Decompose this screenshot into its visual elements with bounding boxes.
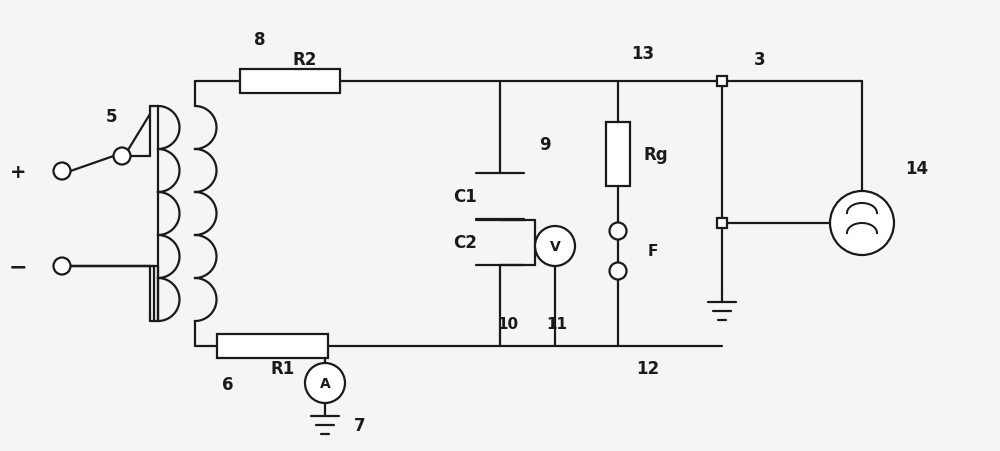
- Circle shape: [610, 223, 626, 240]
- Text: A: A: [320, 376, 330, 390]
- Circle shape: [830, 192, 894, 255]
- Text: 11: 11: [546, 317, 567, 332]
- Text: C1: C1: [453, 188, 477, 206]
- Text: 13: 13: [631, 45, 655, 63]
- Text: 8: 8: [254, 31, 266, 49]
- Circle shape: [54, 258, 70, 275]
- Circle shape: [610, 263, 626, 280]
- Bar: [240, 70, 340, 94]
- Text: F: F: [648, 244, 658, 259]
- Text: 9: 9: [539, 136, 551, 154]
- Circle shape: [535, 226, 575, 267]
- Bar: [717, 219, 727, 229]
- Text: 5: 5: [106, 108, 118, 126]
- Text: 6: 6: [222, 375, 233, 393]
- Text: 3: 3: [754, 51, 766, 69]
- Circle shape: [54, 163, 70, 180]
- Text: 7: 7: [354, 416, 366, 434]
- Text: 12: 12: [636, 359, 660, 377]
- Text: +: +: [10, 162, 26, 181]
- Circle shape: [114, 148, 130, 165]
- Bar: [606, 122, 630, 186]
- Text: 14: 14: [905, 160, 929, 178]
- Text: R1: R1: [270, 359, 295, 377]
- Circle shape: [305, 363, 345, 403]
- Text: R2: R2: [293, 51, 317, 69]
- Text: C2: C2: [453, 234, 477, 252]
- Text: 10: 10: [497, 317, 519, 332]
- Bar: [717, 77, 727, 87]
- Bar: [217, 334, 328, 358]
- Text: V: V: [550, 239, 560, 253]
- Text: Rg: Rg: [644, 145, 668, 163]
- Text: −: −: [9, 257, 27, 276]
